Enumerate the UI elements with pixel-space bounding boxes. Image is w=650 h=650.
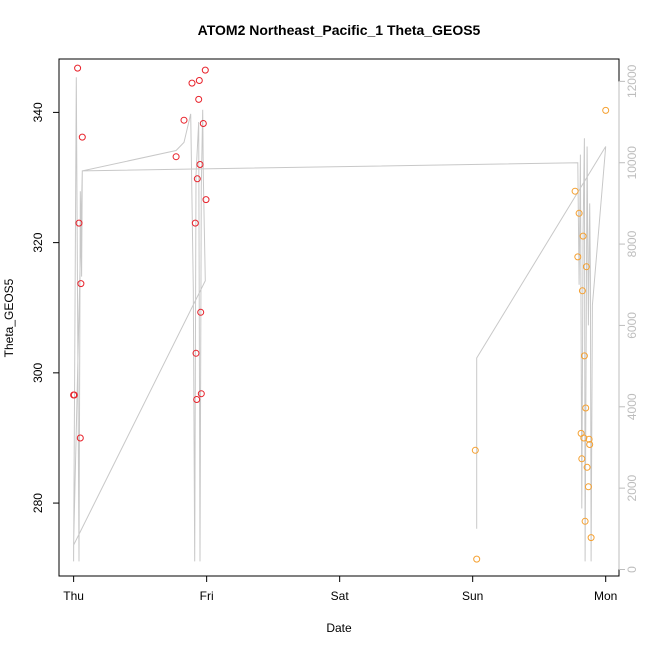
- y-tick-label: 300: [31, 363, 45, 383]
- data-point: [193, 396, 201, 403]
- data-point: [473, 555, 481, 563]
- data-point: [199, 120, 207, 127]
- y-tick-label: 280: [31, 493, 45, 513]
- y2-tick-label: 8000: [625, 230, 639, 257]
- data-point: [197, 308, 205, 316]
- x-tick-label: Sun: [462, 589, 483, 603]
- data-point: [192, 349, 200, 357]
- x-tick-label: Sat: [331, 589, 350, 603]
- x-tick-label: Thu: [63, 589, 84, 603]
- data-point: [188, 79, 196, 87]
- y-tick-label: 320: [31, 232, 45, 252]
- data-point: [584, 483, 592, 491]
- data-point: [197, 390, 205, 398]
- y-axis-label: Theta_GEOS5: [2, 278, 16, 357]
- data-point: [471, 446, 479, 454]
- data-point: [581, 517, 589, 525]
- y2-tick-label: 2000: [625, 474, 639, 501]
- data-point: [580, 352, 588, 360]
- data-point: [578, 455, 586, 463]
- data-point: [202, 196, 210, 204]
- data-point: [587, 534, 595, 542]
- data-point: [70, 391, 78, 399]
- x-axis: Thu Fri Sat Sun Mon: [63, 575, 617, 603]
- data-point: [201, 66, 209, 74]
- data-point: [583, 463, 591, 471]
- chart-title: ATOM2 Northeast_Pacific_1 Theta_GEOS5: [198, 22, 481, 38]
- y2-tick-label: 10000: [625, 146, 639, 180]
- data-point: [574, 253, 582, 261]
- data-point: [571, 187, 579, 195]
- data-point: [579, 232, 587, 240]
- data-point: [193, 175, 201, 183]
- y2-tick-label: 6000: [625, 312, 639, 339]
- y2-tick-label: 0: [625, 566, 639, 573]
- data-point: [191, 219, 199, 227]
- data-point: [74, 64, 82, 72]
- data-point: [75, 219, 83, 227]
- y2-axis: 0 2000 4000 6000 8000 10000 12000: [618, 64, 639, 573]
- data-point: [195, 95, 203, 103]
- data-point: [575, 209, 583, 217]
- data-point: [172, 153, 180, 161]
- data-point: [602, 106, 610, 114]
- data-point: [585, 435, 593, 443]
- x-tick-label: Mon: [594, 589, 617, 603]
- data-point: [77, 280, 85, 288]
- data-point: [78, 133, 86, 141]
- data-point: [196, 161, 204, 168]
- data-points-layer: [70, 64, 610, 563]
- y2-tick-label: 12000: [625, 64, 639, 98]
- y-axis: 280 300 320 340: [31, 102, 60, 513]
- y-tick-label: 340: [31, 102, 45, 122]
- x-tick-label: Fri: [200, 589, 214, 603]
- data-point: [180, 116, 188, 124]
- secondary-track-layer: [73, 77, 607, 562]
- plot-frame: [58, 58, 620, 577]
- data-point: [586, 441, 594, 448]
- data-point: [195, 77, 203, 84]
- secondary-track-line: [73, 77, 607, 562]
- data-point: [578, 287, 586, 295]
- x-axis-label: Date: [326, 621, 352, 635]
- data-point: [582, 404, 590, 412]
- data-point: [582, 263, 590, 271]
- data-point: [76, 434, 84, 442]
- y2-tick-label: 4000: [625, 393, 639, 420]
